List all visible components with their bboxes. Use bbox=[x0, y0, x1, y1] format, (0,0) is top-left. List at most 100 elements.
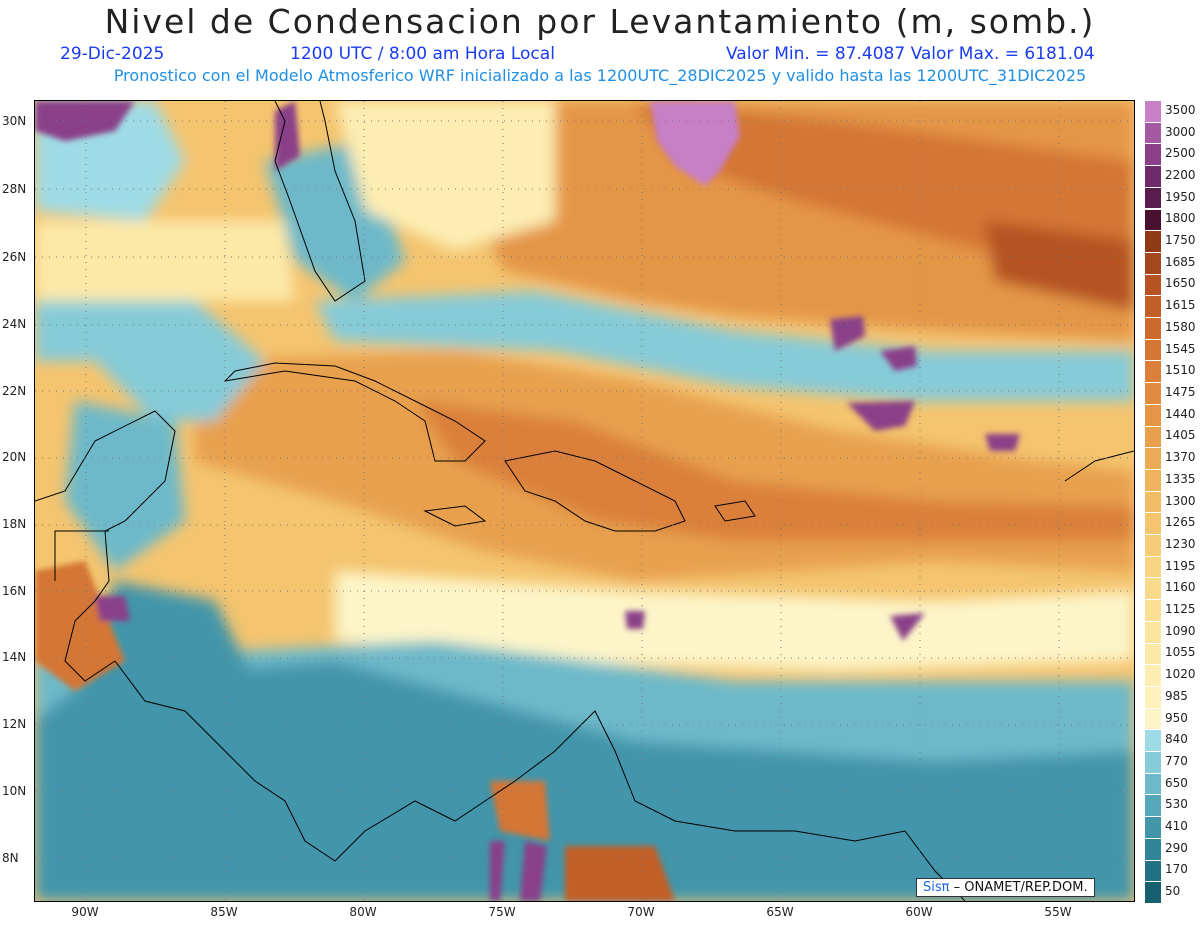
lat-label-20n: 20N bbox=[2, 450, 27, 464]
forecast-date: 29-Dic-2025 bbox=[60, 44, 165, 64]
lat-label-8n: 8N bbox=[2, 851, 19, 865]
color-scale-label: 1195 bbox=[1165, 558, 1196, 573]
color-scale-cell bbox=[1145, 599, 1161, 621]
color-scale-label: 1800 bbox=[1165, 211, 1196, 226]
color-scale-label: 1125 bbox=[1165, 602, 1196, 616]
color-scale-cell bbox=[1145, 577, 1161, 600]
color-scale-label: 50 bbox=[1165, 884, 1181, 899]
color-scale-label: 840 bbox=[1165, 732, 1188, 747]
color-scale-bar bbox=[1145, 100, 1161, 903]
lat-label-30n: 30N bbox=[2, 114, 27, 128]
color-scale-label: 1370 bbox=[1165, 450, 1196, 465]
color-scale-label: 2500 bbox=[1165, 146, 1196, 161]
color-scale-cell bbox=[1145, 230, 1161, 252]
credit-box: Sisπ – ONAMET/REP.DOM. bbox=[916, 878, 1095, 897]
color-scale-label: 1160 bbox=[1165, 580, 1196, 595]
color-scale-cell bbox=[1145, 555, 1161, 578]
color-scale-cell bbox=[1145, 317, 1161, 339]
color-scale-cell bbox=[1145, 685, 1161, 708]
color-scale-label: 170 bbox=[1165, 862, 1188, 877]
color-scale-label: 1545 bbox=[1165, 341, 1196, 356]
color-scale-cell bbox=[1145, 751, 1161, 773]
lon-label-80w: 80W bbox=[349, 905, 377, 919]
color-scale-cell bbox=[1145, 360, 1161, 383]
color-scale-label: 1440 bbox=[1165, 406, 1196, 421]
map-title: Nivel de Condensacion por Levantamiento … bbox=[104, 2, 1096, 41]
color-scale-cell bbox=[1145, 794, 1161, 817]
lat-label-22n: 22N bbox=[2, 384, 27, 398]
color-scale-cell bbox=[1145, 208, 1161, 231]
lat-label-28n: 28N bbox=[2, 182, 27, 196]
color-scale-cell bbox=[1145, 859, 1161, 882]
color-scale-cell bbox=[1145, 165, 1161, 187]
color-scale-label: 950 bbox=[1165, 710, 1188, 725]
lat-label-18n: 18N bbox=[2, 517, 27, 531]
lat-label-12n: 12N bbox=[2, 717, 27, 731]
lat-label-16n: 16N bbox=[2, 584, 27, 598]
lon-label-85w: 85W bbox=[210, 905, 238, 919]
color-scale-label: 3500 bbox=[1165, 102, 1196, 117]
credit-text: – ONAMET/REP.DOM. bbox=[949, 880, 1088, 895]
color-scale-label: 770 bbox=[1165, 753, 1188, 768]
color-scale-cell bbox=[1145, 425, 1161, 448]
color-scale-label: 1475 bbox=[1165, 384, 1196, 399]
color-scale-label: 1230 bbox=[1165, 536, 1196, 551]
color-scale-label: 1405 bbox=[1165, 428, 1196, 443]
color-scale-label: 410 bbox=[1165, 819, 1188, 834]
color-scale-label: 530 bbox=[1165, 797, 1188, 812]
color-scale-label: 1650 bbox=[1165, 276, 1196, 291]
color-scale-cell bbox=[1145, 707, 1161, 730]
color-scale-label: 1950 bbox=[1165, 189, 1196, 204]
color-scale-label: 1300 bbox=[1165, 493, 1196, 508]
color-scale-label: 1335 bbox=[1165, 471, 1196, 486]
map-plot-area[interactable] bbox=[34, 100, 1135, 902]
forecast-time: 1200 UTC / 8:00 am Hora Local bbox=[290, 44, 555, 64]
lon-label-55w: 55W bbox=[1044, 905, 1072, 919]
color-scale-cell bbox=[1145, 512, 1161, 535]
lat-label-26n: 26N bbox=[2, 250, 27, 264]
model-info: Pronostico con el Modelo Atmosferico WRF… bbox=[113, 66, 1087, 85]
lon-label-65w: 65W bbox=[766, 905, 794, 919]
color-scale-label: 1750 bbox=[1165, 233, 1196, 248]
value-min-max: Valor Min. = 87.4087 Valor Max. = 6181.0… bbox=[726, 44, 1095, 64]
color-scale-cell bbox=[1145, 295, 1161, 317]
color-scale-cell bbox=[1145, 468, 1161, 491]
color-scale-label: 1615 bbox=[1165, 298, 1196, 313]
color-scale-cell bbox=[1145, 403, 1161, 426]
color-scale-cell bbox=[1145, 251, 1161, 274]
sispi-brand: Sisπ bbox=[923, 880, 950, 895]
color-scale-cell bbox=[1145, 642, 1161, 665]
lon-label-70w: 70W bbox=[627, 905, 655, 919]
color-scale-cell bbox=[1145, 186, 1161, 209]
color-scale-cell bbox=[1145, 447, 1161, 469]
color-scale-label: 3000 bbox=[1165, 124, 1196, 139]
lon-label-60w: 60W bbox=[905, 905, 933, 919]
color-scale-label: 1265 bbox=[1165, 515, 1196, 530]
color-scale-cell bbox=[1145, 816, 1161, 838]
color-scale-label: 1020 bbox=[1165, 667, 1196, 682]
color-scale-cell bbox=[1145, 382, 1161, 404]
color-scale-cell bbox=[1145, 620, 1161, 643]
color-scale-cell bbox=[1145, 490, 1161, 513]
color-scale-cell bbox=[1145, 729, 1161, 752]
color-scale-label: 2200 bbox=[1165, 167, 1196, 182]
color-scale-cell bbox=[1145, 338, 1161, 361]
color-scale-cell bbox=[1145, 273, 1161, 296]
color-scale-cell bbox=[1145, 881, 1161, 903]
lcl-field-map bbox=[35, 101, 1134, 901]
color-scale-cell bbox=[1145, 837, 1161, 860]
lat-label-14n: 14N bbox=[2, 650, 27, 664]
color-scale-label: 1055 bbox=[1165, 645, 1196, 660]
color-scale-cell bbox=[1145, 143, 1161, 166]
lat-label-24n: 24N bbox=[2, 317, 27, 331]
color-scale-label: 1685 bbox=[1165, 254, 1196, 269]
lon-label-90w: 90W bbox=[71, 905, 99, 919]
color-scale-cell bbox=[1145, 772, 1161, 795]
color-scale-label: 985 bbox=[1165, 688, 1188, 703]
color-scale-label: 290 bbox=[1165, 840, 1188, 855]
lat-label-10n: 10N bbox=[2, 784, 27, 798]
color-scale-cell bbox=[1145, 534, 1161, 556]
color-scale-label: 1510 bbox=[1165, 363, 1196, 378]
color-scale-label: 1580 bbox=[1165, 319, 1196, 334]
color-scale-cell bbox=[1145, 100, 1161, 122]
